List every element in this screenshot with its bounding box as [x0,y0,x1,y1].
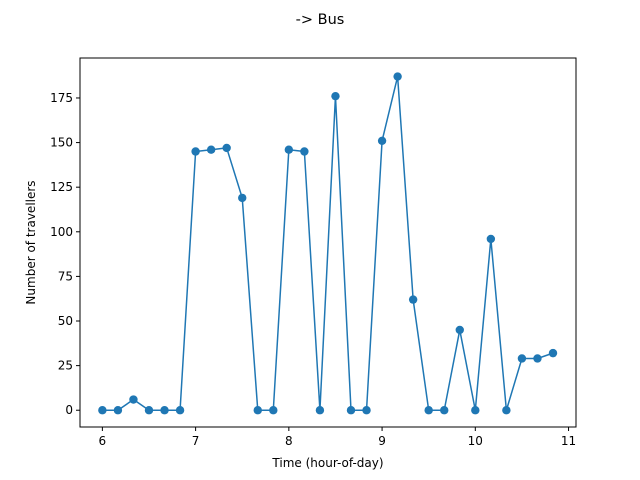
y-tick-label: 100 [50,225,73,239]
data-point [113,406,123,415]
data-point [175,406,185,415]
x-tick-label: 6 [99,434,107,448]
data-point [533,354,542,363]
data-point [486,234,496,244]
data-point [315,406,325,415]
y-axis: 0 25 50 75 100 125 150 175 [50,91,80,417]
data-point [98,406,107,415]
data-point [408,295,418,304]
data-point [502,406,511,415]
data-point [346,406,356,415]
data-point [300,147,309,156]
series-line [102,75,554,411]
data-point [440,406,449,415]
data-point [331,91,340,101]
y-tick-label: 50 [58,314,73,328]
x-axis-label: Time (hour-of-day) [271,456,383,470]
data-point [238,193,247,203]
x-axis: 6 7 8 9 10 11 [99,427,576,448]
x-tick-label: 9 [378,434,386,448]
data-point [222,143,231,153]
data-point [253,406,262,415]
data-point [144,406,154,415]
data-point [284,145,294,154]
chart-title: -> Bus [296,12,345,28]
data-point [471,406,480,415]
data-point [455,325,464,335]
data-point [548,348,558,358]
data-point [129,395,138,404]
data-point [269,406,278,415]
data-point [362,406,371,415]
data-point [206,145,216,154]
data-point [424,406,433,415]
data-point [160,406,169,415]
x-tick-label: 7 [192,434,200,448]
y-tick-label: 175 [50,91,73,105]
y-tick-label: 150 [50,136,73,150]
plot-area [98,72,558,415]
y-axis-label: Number of travellers [24,180,38,304]
plot-frame [79,57,577,428]
x-tick-label: 10 [468,434,483,448]
y-tick-label: 75 [58,269,73,283]
y-tick-label: 0 [65,403,73,417]
x-tick-label: 8 [285,434,293,448]
y-tick-label: 25 [58,359,73,373]
data-point [377,136,387,145]
data-point [517,354,527,363]
data-point [393,72,402,81]
x-tick-label: 11 [561,434,576,448]
y-tick-label: 125 [50,180,73,194]
data-point [191,147,200,156]
